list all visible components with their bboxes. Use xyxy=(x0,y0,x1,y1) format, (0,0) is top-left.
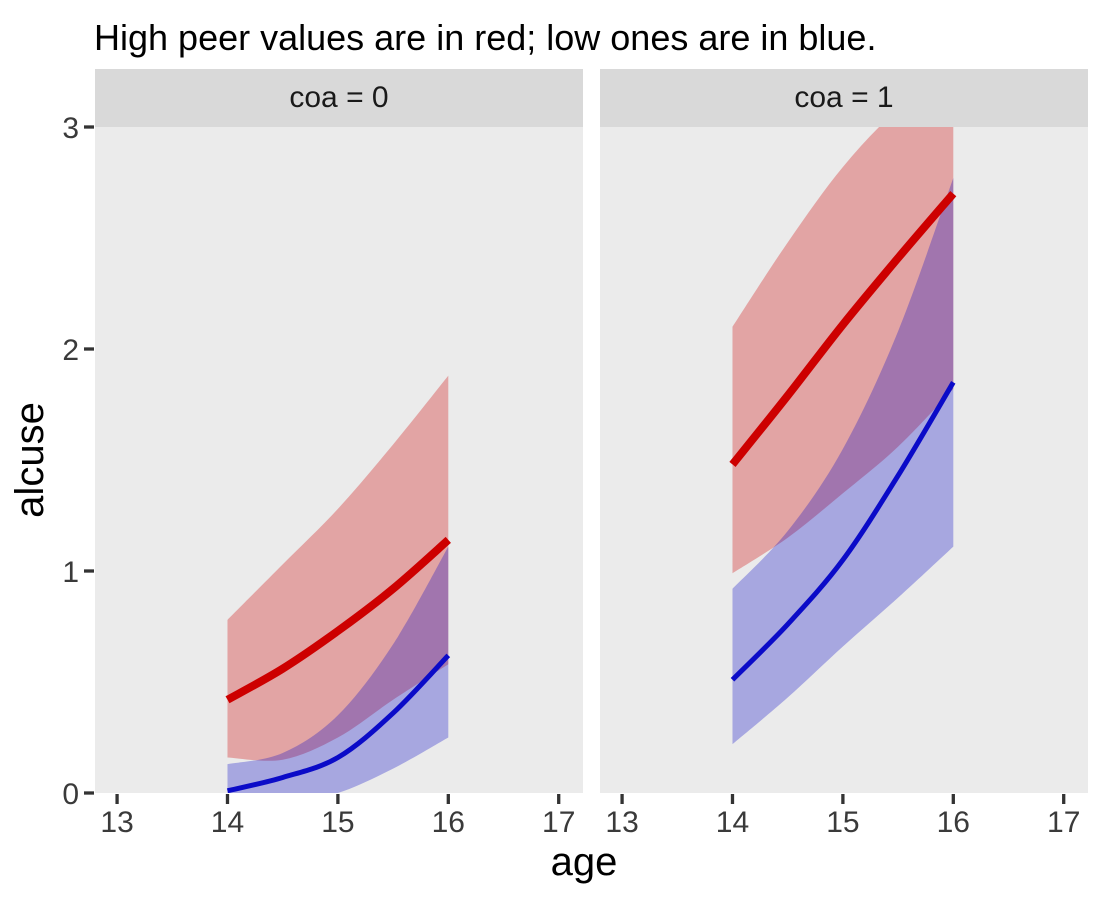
y-tick-label: 3 xyxy=(62,112,79,145)
x-tick-label: 17 xyxy=(1047,806,1080,839)
line-high-peer xyxy=(729,190,957,467)
ribbon-low-peer xyxy=(732,178,954,745)
y-tick-label: 1 xyxy=(62,556,79,589)
y-tick-label: 2 xyxy=(62,334,79,367)
facet-strip-coa-0: coa = 0 xyxy=(95,69,583,127)
facet-strip-coa-1: coa = 1 xyxy=(600,69,1088,127)
y-axis-title: alcuse xyxy=(8,402,52,518)
x-tick-label: 15 xyxy=(826,806,859,839)
x-tick-label: 13 xyxy=(605,806,638,839)
x-tick-label: 14 xyxy=(716,806,749,839)
x-tick-label: 15 xyxy=(321,806,354,839)
x-tick-label: 16 xyxy=(432,806,465,839)
line-low-peer xyxy=(226,653,451,793)
x-tick-label: 16 xyxy=(937,806,970,839)
line-low-peer xyxy=(730,381,956,682)
facet-strip-label: coa = 1 xyxy=(794,81,894,114)
panel-content-1 xyxy=(729,127,957,745)
panel-coa-1 xyxy=(600,127,1088,793)
x-tick-label: 13 xyxy=(100,806,133,839)
x-tick-label: 17 xyxy=(542,806,575,839)
line-high-peer xyxy=(225,536,451,704)
x-tick-label: 14 xyxy=(211,806,244,839)
facet-strip-label: coa = 0 xyxy=(289,81,389,114)
chart-title: High peer values are in red; low ones ar… xyxy=(94,17,877,58)
y-tick-label: 0 xyxy=(62,778,79,811)
ribbon-low-peer xyxy=(227,546,449,793)
panel-coa-0 xyxy=(95,127,583,793)
panel-content-0 xyxy=(225,375,451,793)
x-axis-title: age xyxy=(550,840,618,884)
ribbon-high-peer xyxy=(732,127,954,574)
